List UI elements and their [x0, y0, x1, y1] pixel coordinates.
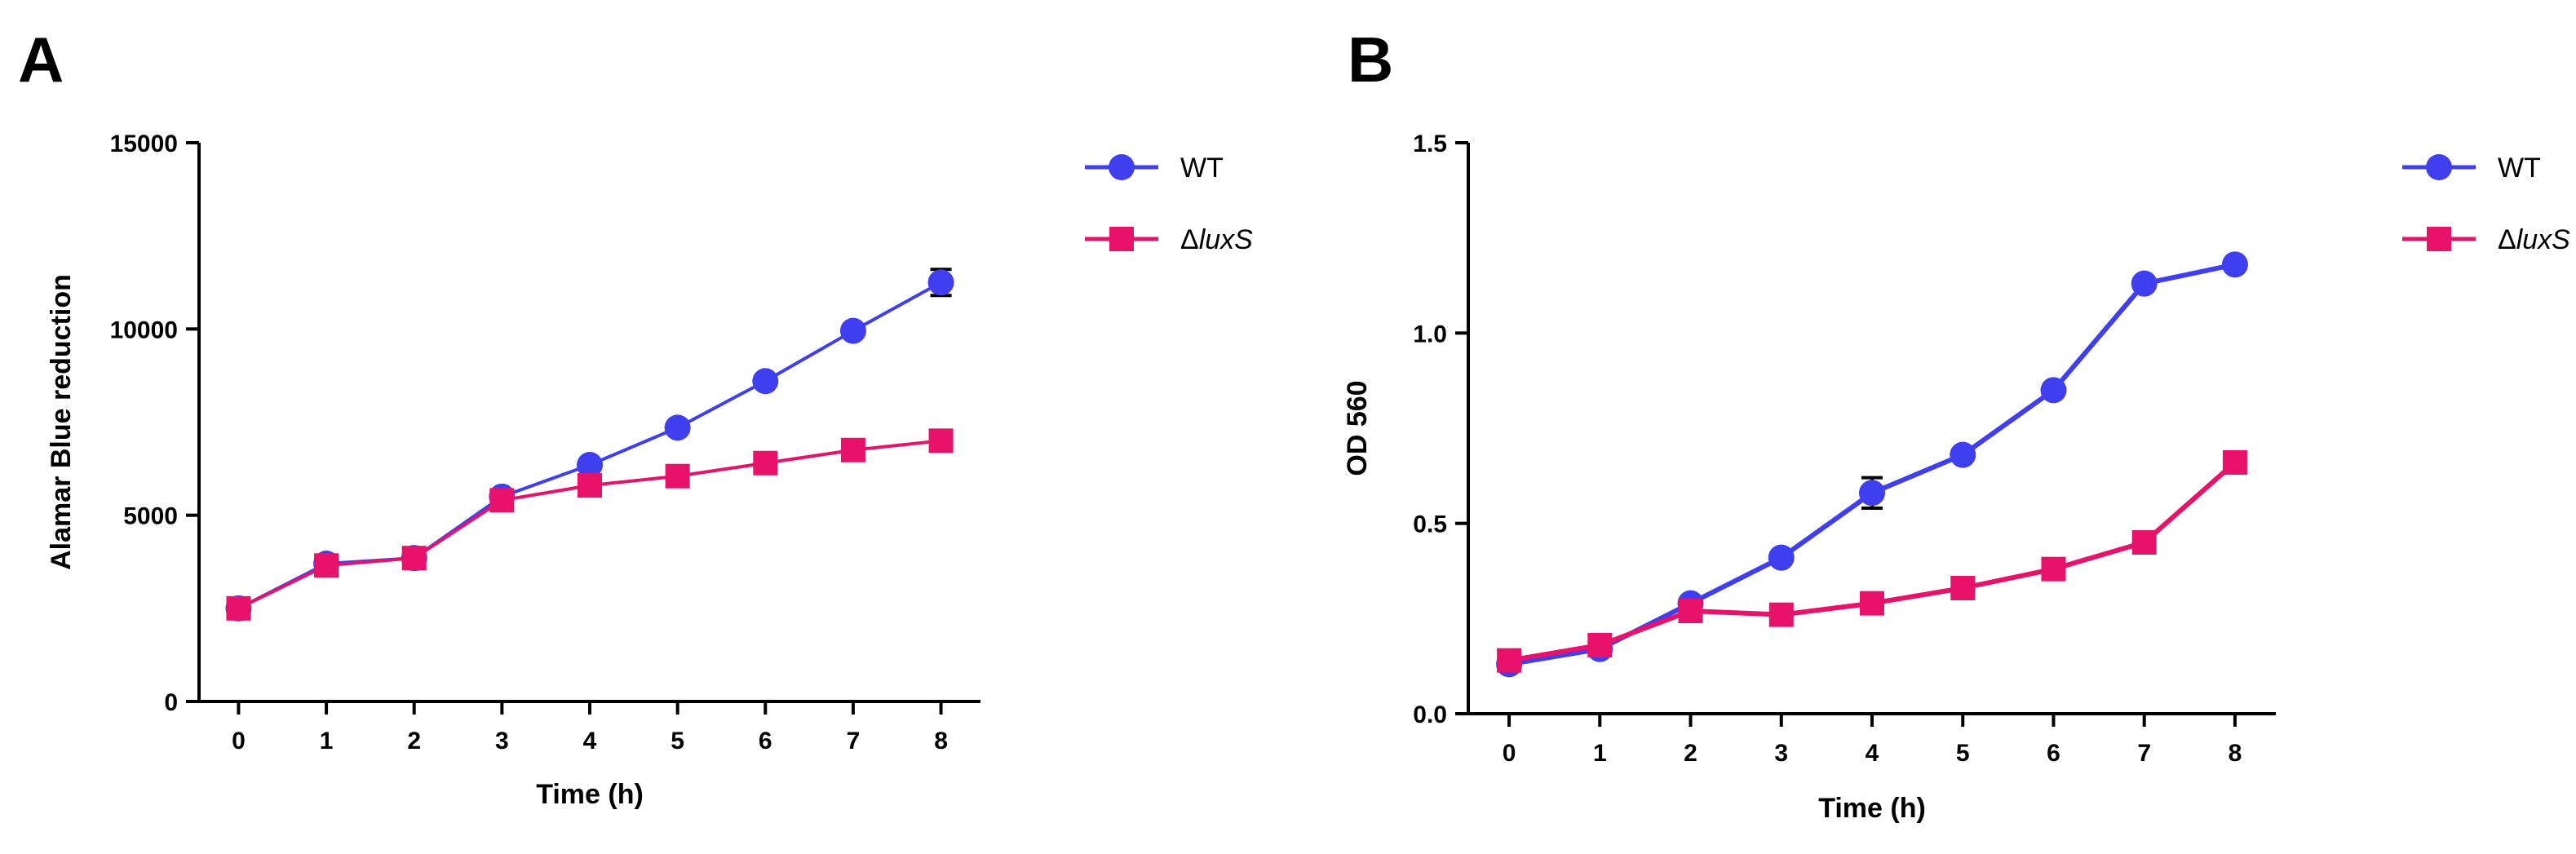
panel-a-legend-wt-label: WT — [1180, 153, 1224, 184]
legend-delta: Δ — [2498, 224, 2516, 255]
panel-b-x-tick-label: 2 — [1684, 740, 1697, 767]
panel-b-wt-point — [1768, 544, 1795, 571]
panel-b-x-tick-label: 6 — [2047, 740, 2060, 767]
panel-a-legend-wt-marker — [1109, 154, 1135, 180]
panel-a-x-tick-label: 2 — [407, 728, 421, 754]
panel-b-series-luxs — [1497, 450, 2247, 673]
panel-a-x-tick-label: 0 — [232, 728, 246, 754]
panel-b-luxs-point — [1860, 591, 1884, 616]
panel-a-y-tick-label: 15000 — [110, 131, 178, 157]
panel-b-legend: WT ΔluxS — [2402, 153, 2570, 255]
panel-a-y-tick-label: 10000 — [110, 316, 178, 343]
panel-b-wt-point — [2221, 251, 2248, 278]
panel-b-luxs-point — [1768, 602, 1794, 627]
panel-a-wt-point — [577, 452, 603, 479]
panel-b-y-axis-title: OD 560 — [1342, 380, 1373, 476]
panel-b-wt-point — [2040, 377, 2067, 404]
panel-a-luxs-point — [753, 450, 778, 476]
panel-b-legend-luxs-label: ΔluxS — [2498, 224, 2570, 255]
panel-a-wt-point — [752, 368, 779, 395]
panel-a-x-tick-label: 4 — [583, 728, 597, 754]
panel-b-axes — [1467, 143, 2276, 715]
panel-a-y-ticks: 0 5000 10000 15000 — [110, 131, 199, 716]
panel-b-luxs-point — [1497, 648, 1522, 673]
panel-b-y-tick-label: 0.0 — [1413, 701, 1447, 728]
panel-a-legend-luxs-label: ΔluxS — [1180, 224, 1253, 255]
panel-b-y-tick-label: 1.0 — [1413, 321, 1447, 347]
panel-a-luxs-point — [665, 463, 690, 489]
panel-b-legend-luxs-marker — [2427, 227, 2451, 251]
panel-b-series — [1496, 251, 2248, 678]
panel-b-wt-point — [1859, 480, 1885, 507]
panel-b-luxs-point — [2222, 450, 2247, 475]
panel-b-wt-point — [2131, 270, 2158, 297]
panel-a-x-tick-label: 6 — [759, 728, 772, 754]
panel-a-x-tick-label: 3 — [495, 728, 509, 754]
panel-a-luxs-point — [489, 488, 515, 513]
panel-a-luxs-point — [840, 437, 865, 462]
panel-b-x-tick-label: 1 — [1593, 740, 1607, 767]
panel-b-y-tick-label: 0.5 — [1413, 511, 1447, 538]
panel-b-x-tick-label: 3 — [1774, 740, 1788, 767]
panel-a-axes — [197, 143, 980, 703]
panel-a-x-ticks: 0 1 2 3 4 5 6 7 8 — [232, 701, 948, 754]
panel-a-legend-luxs-marker — [1109, 227, 1134, 251]
panel-b-x-tick-label: 0 — [1503, 740, 1516, 767]
panel-a-luxs-point — [314, 553, 339, 578]
panel-a-series-luxs — [226, 428, 954, 621]
panel-b-x-tick-label: 8 — [2229, 740, 2242, 767]
legend-gene-name: luxS — [2516, 224, 2570, 255]
panel-b-x-axis-title: Time (h) — [1818, 793, 1926, 824]
panel-a-luxs-point — [578, 473, 602, 498]
panel-a-luxs-point — [401, 546, 427, 571]
panel-b: B 0.0 0.5 1.0 1.5 0 1 2 3 4 5 6 7 8 Time (h) OD 560… — [1342, 24, 2570, 824]
panel-b-luxs-point — [2041, 556, 2066, 582]
panel-a-luxs-point — [928, 428, 954, 454]
panel-b-luxs-point — [1587, 633, 1613, 657]
panel-a-x-tick-label: 5 — [671, 728, 684, 754]
panel-b-legend-wt-label: WT — [2498, 153, 2541, 184]
panel-b-y-tick-label: 1.5 — [1413, 131, 1447, 157]
panel-a-y-tick-label: 0 — [164, 689, 178, 716]
panel-a-luxs-point — [226, 595, 251, 621]
legend-gene-name: luxS — [1199, 224, 1253, 255]
panel-a-y-axis-title: Alamar Blue reduction — [46, 274, 77, 570]
panel-b-luxs-point — [2131, 530, 2157, 555]
panel-a-x-tick-label: 1 — [320, 728, 334, 754]
panel-letter-b: B — [1348, 24, 1393, 95]
panel-b-legend-wt-marker — [2426, 154, 2452, 180]
panel-b-luxs-point — [1678, 599, 1703, 623]
panel-a-wt-line — [237, 281, 942, 610]
panel-b-y-ticks: 0.0 0.5 1.0 1.5 — [1413, 131, 1468, 728]
panel-a: A 0 5000 10000 15000 0 1 2 3 4 5 6 7 8 Time (h) Ala… — [18, 24, 1253, 810]
legend-delta: Δ — [1180, 224, 1199, 255]
panel-b-x-tick-label: 4 — [1866, 740, 1879, 767]
panel-a-x-tick-label: 7 — [847, 728, 861, 754]
panel-a-series — [225, 268, 954, 622]
panel-a-wt-point — [927, 269, 954, 296]
panel-a-legend: WT ΔluxS — [1085, 153, 1253, 255]
panel-b-luxs-point — [1950, 576, 1976, 600]
panel-a-x-tick-label: 8 — [934, 728, 948, 754]
panel-a-wt-point — [664, 414, 691, 441]
panel-b-x-tick-label: 7 — [2137, 740, 2151, 767]
panel-a-y-tick-label: 5000 — [123, 503, 178, 530]
panel-a-wt-point — [839, 317, 866, 344]
panel-b-x-tick-label: 5 — [1956, 740, 1970, 767]
panel-b-x-ticks: 0 1 2 3 4 5 6 7 8 — [1503, 714, 2242, 767]
panel-letter-a: A — [18, 24, 64, 95]
panel-b-wt-point — [1950, 441, 1976, 468]
panel-a-x-axis-title: Time (h) — [536, 779, 644, 810]
